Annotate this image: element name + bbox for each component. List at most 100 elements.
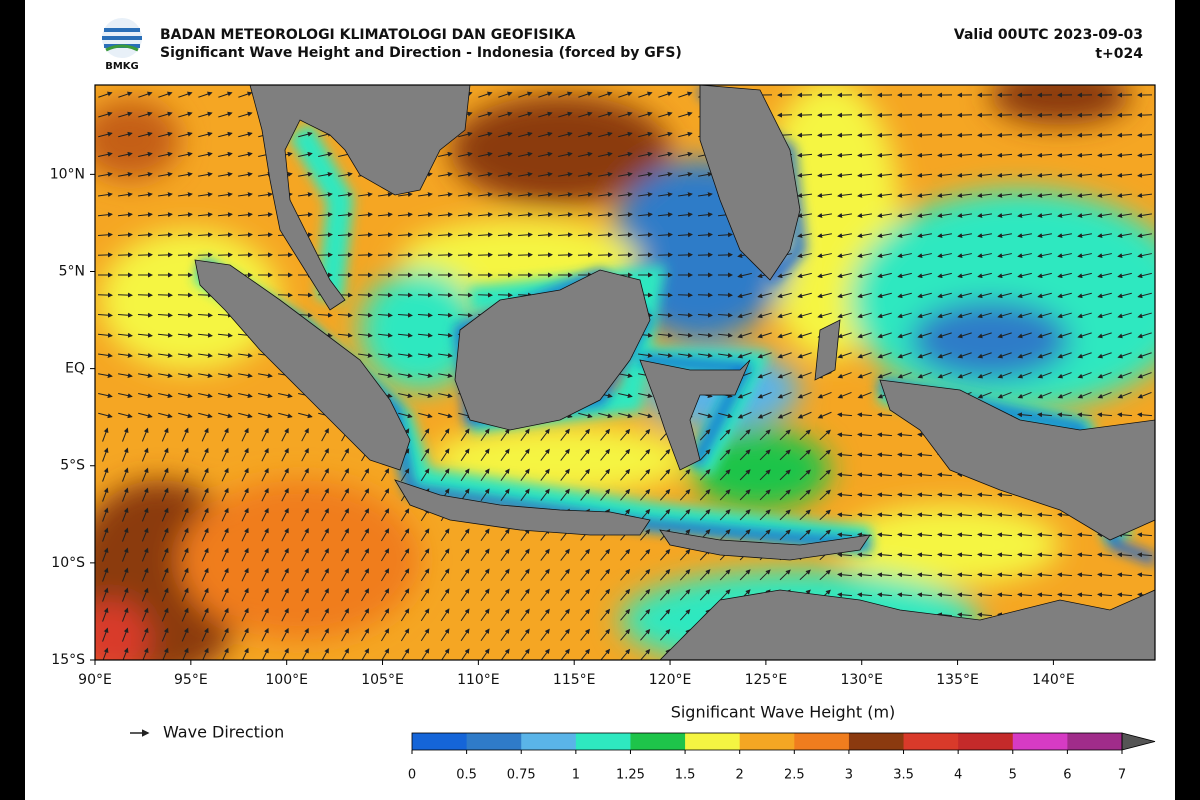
- wave-arrow: [580, 428, 590, 441]
- wave-arrow: [102, 467, 109, 482]
- wave-arrow: [658, 192, 673, 198]
- wave-arrow: [178, 192, 193, 198]
- wave-arrow: [797, 272, 812, 279]
- wave-arrow: [218, 352, 233, 358]
- wave-arrow: [480, 468, 490, 482]
- wave-arrow: [679, 469, 691, 481]
- wave-arrow: [417, 212, 433, 218]
- wave-arrow: [677, 232, 693, 238]
- wave-arrow: [518, 192, 533, 198]
- wave-arrow: [520, 428, 530, 441]
- wave-arrow: [837, 272, 852, 279]
- wave-arrow: [659, 629, 671, 641]
- wave-arrow: [197, 212, 213, 218]
- wave-arrow: [598, 111, 613, 118]
- wave-arrow: [877, 572, 893, 578]
- wave-arrow: [281, 547, 289, 562]
- wave-arrow: [181, 567, 189, 582]
- wave-arrow: [218, 111, 233, 118]
- wave-arrow: [218, 151, 233, 158]
- wave-arrow: [857, 352, 872, 359]
- wave-arrow: [181, 507, 189, 522]
- wave-arrow: [261, 647, 269, 660]
- wave-arrow: [799, 429, 811, 441]
- wave-arrow: [598, 131, 613, 138]
- wave-arrow: [98, 352, 113, 358]
- wave-arrow: [779, 569, 791, 581]
- wave-arrow: [877, 213, 892, 218]
- wave-arrow: [438, 192, 453, 198]
- wave-arrow: [181, 487, 189, 502]
- wave-arrow: [558, 192, 573, 198]
- colorbar-bin: [685, 733, 741, 750]
- wave-arrow: [458, 151, 473, 158]
- wave-arrow: [638, 352, 653, 358]
- wave-arrow: [201, 467, 209, 482]
- wave-arrow: [620, 628, 631, 641]
- wave-arrow: [677, 332, 693, 338]
- wave-arrow: [737, 352, 752, 359]
- wave-arrow: [640, 468, 651, 481]
- wave-arrow: [261, 527, 269, 542]
- wave-arrow: [161, 547, 169, 562]
- wave-arrow: [217, 232, 233, 238]
- wave-arrow: [640, 488, 651, 501]
- wave-arrow: [620, 468, 631, 481]
- wave-arrow: [361, 588, 370, 602]
- wave-arrow: [182, 647, 189, 660]
- wave-arrow: [819, 429, 831, 441]
- wave-arrow: [518, 111, 533, 118]
- wave-arrow: [238, 393, 253, 399]
- lat-label: 15°S: [51, 652, 85, 668]
- wave-arrow: [142, 647, 149, 660]
- wave-arrow: [817, 233, 832, 239]
- wave-arrow: [102, 607, 109, 622]
- wave-arrow: [122, 447, 129, 462]
- wave-arrow: [241, 587, 249, 602]
- wave-arrow: [797, 192, 813, 198]
- wave-arrow: [198, 192, 213, 198]
- wave-arrow: [618, 91, 633, 98]
- wave-arrow: [420, 628, 430, 642]
- wave-arrow: [600, 448, 611, 461]
- wave-arrow: [897, 352, 912, 359]
- wave-arrow: [558, 111, 573, 118]
- wave-arrow: [440, 548, 450, 562]
- wave-arrow: [837, 152, 853, 158]
- wave-arrow: [361, 628, 370, 642]
- wave-arrow: [1017, 112, 1033, 118]
- wave-arrow: [158, 171, 173, 177]
- wave-arrow: [122, 607, 129, 622]
- wave-arrow: [917, 112, 933, 118]
- wave-arrow: [540, 588, 550, 601]
- wave-arrow: [401, 648, 410, 660]
- wave-arrow: [520, 448, 530, 461]
- wave-arrow: [118, 151, 133, 158]
- wave-arrow: [837, 432, 853, 438]
- wave-arrow: [117, 332, 133, 338]
- wave-arrow: [618, 192, 633, 198]
- wave-arrow: [659, 469, 671, 481]
- wave-arrow: [857, 233, 872, 239]
- wave-arrow: [837, 233, 852, 239]
- lon-label: 135°E: [936, 672, 979, 688]
- wave-arrow: [242, 647, 249, 660]
- wave-arrow: [157, 212, 173, 218]
- wave-arrow: [398, 192, 413, 198]
- colorbar-bin: [903, 733, 959, 750]
- wave-arrow: [698, 352, 713, 358]
- wave-arrow: [857, 312, 872, 319]
- wave-arrow: [301, 507, 309, 522]
- wave-arrow: [141, 567, 149, 582]
- wave-arrow: [857, 492, 873, 498]
- wave-arrow: [678, 91, 693, 98]
- wave-arrow: [737, 292, 752, 299]
- wave-arrow: [739, 569, 751, 581]
- wave-arrow: [897, 552, 913, 558]
- wave-arrow: [397, 332, 413, 338]
- wave-arrow: [398, 412, 413, 419]
- wave-arrow: [98, 192, 113, 198]
- wave-arrow: [657, 332, 673, 338]
- colorbar-tick-label: 0.5: [456, 768, 477, 783]
- wave-arrow: [560, 448, 570, 461]
